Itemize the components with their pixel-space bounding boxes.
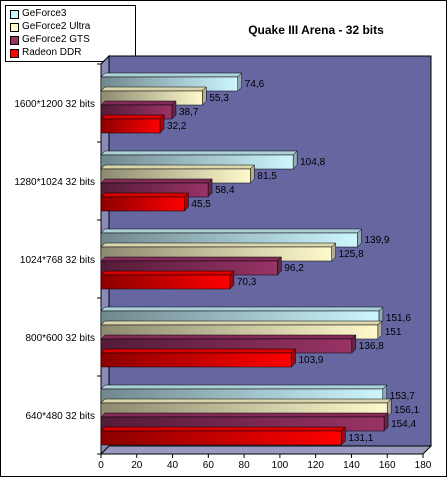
legend-label: GeForce2 GTS (22, 34, 90, 45)
data-label-geforce3-1280-1024-32-bits: 104,8 (300, 157, 325, 168)
legend-label: GeForce3 (22, 8, 67, 19)
plot-floor (99, 445, 433, 455)
bar-radeon-ddr-1600-1200-32-bits (100, 118, 161, 134)
x-tick-label-180: 180 (415, 460, 432, 471)
data-label-geforce2-ultra-800-600-32-bits: 151 (385, 327, 402, 338)
bar-top-geforce2-ultra-800-600-32-bits (100, 320, 383, 326)
data-label-radeon-ddr-800-600-32-bits: 103,9 (298, 355, 323, 366)
legend-item-geforce2-ultra: GeForce2 Ultra (10, 21, 134, 33)
bar-top-geforce2-ultra-640-480-32-bits (100, 398, 392, 404)
data-label-geforce3-800-600-32-bits: 151,6 (386, 313, 411, 324)
data-label-geforce2-ultra-640-480-32-bits: 156,1 (394, 405, 419, 416)
data-label-geforce2-gts-1280-1024-32-bits: 58,4 (215, 185, 235, 196)
data-label-geforce2-gts-1600-1200-32-bits: 38,7 (179, 107, 199, 118)
legend-item-geforce3: GeForce3 (10, 8, 134, 20)
data-label-geforce2-ultra-1024-768-32-bits: 125,8 (339, 249, 364, 260)
x-tick-label-40: 40 (167, 460, 179, 471)
bar-top-radeon-ddr-1280-1024-32-bits (100, 192, 190, 198)
bar-top-geforce2-gts-1280-1024-32-bits (100, 178, 213, 184)
data-label-geforce3-1024-768-32-bits: 139,9 (364, 235, 389, 246)
x-tick-label-0: 0 (98, 460, 104, 471)
bar-top-radeon-ddr-1024-768-32-bits (100, 270, 235, 276)
legend-item-geforce2-gts: GeForce2 GTS (10, 34, 134, 46)
category-label-640-480-32-bits: 640*480 32 bits (25, 411, 95, 422)
bar-top-geforce2-gts-1600-1200-32-bits (100, 100, 177, 106)
bar-top-geforce3-640-480-32-bits (100, 384, 388, 390)
x-tick-label-80: 80 (239, 460, 251, 471)
bar-top-geforce3-1024-768-32-bits (100, 228, 363, 234)
x-tick-label-20: 20 (131, 460, 143, 471)
bar-top-geforce2-ultra-1600-1200-32-bits (100, 86, 207, 92)
legend-label: Radeon DDR (22, 47, 82, 58)
legend-label: GeForce2 Ultra (22, 21, 91, 32)
bar-top-geforce2-gts-640-480-32-bits (100, 412, 389, 418)
data-label-geforce2-gts-1024-768-32-bits: 96,2 (284, 263, 304, 274)
data-label-geforce2-gts-640-480-32-bits: 154,4 (391, 419, 416, 430)
bar-radeon-ddr-640-480-32-bits (100, 430, 342, 446)
bar-top-geforce2-gts-1024-768-32-bits (100, 256, 282, 262)
data-label-radeon-ddr-1024-768-32-bits: 70,3 (237, 277, 257, 288)
x-tick-label-120: 120 (307, 460, 324, 471)
legend-swatch-geforce2-gts (10, 36, 19, 45)
category-label-1600-1200-32-bits: 1600*1200 32 bits (14, 99, 95, 110)
data-label-geforce2-ultra-1280-1024-32-bits: 81,5 (257, 171, 277, 182)
bar-radeon-ddr-1024-768-32-bits (100, 274, 231, 290)
category-label-1280-1024-32-bits: 1280*1024 32 bits (14, 177, 95, 188)
bar-radeon-ddr-800-600-32-bits (100, 352, 292, 368)
bar-top-radeon-ddr-1600-1200-32-bits (100, 114, 165, 120)
bar-top-geforce3-1600-1200-32-bits (100, 72, 243, 78)
data-label-radeon-ddr-1600-1200-32-bits: 32,2 (167, 121, 187, 132)
x-tick-label-100: 100 (272, 460, 289, 471)
bar-radeon-ddr-1280-1024-32-bits (100, 196, 185, 212)
data-label-radeon-ddr-1280-1024-32-bits: 45,5 (191, 199, 211, 210)
chart-legend: GeForce3 GeForce2 Ultra GeForce2 GTS Rad… (5, 5, 136, 62)
legend-swatch-radeon-ddr (10, 49, 19, 58)
x-tick-label-60: 60 (203, 460, 215, 471)
data-label-radeon-ddr-640-480-32-bits: 131,1 (348, 433, 373, 444)
category-label-1024-768-32-bits: 1024*768 32 bits (20, 255, 95, 266)
x-tick-label-140: 140 (343, 460, 360, 471)
chart-title: Quake III Arena - 32 bits (248, 23, 384, 37)
data-label-geforce3-640-480-32-bits: 153,7 (390, 391, 415, 402)
legend-swatch-geforce2-ultra (10, 23, 19, 32)
bar-top-geforce3-800-600-32-bits (100, 306, 384, 312)
data-label-geforce2-ultra-1600-1200-32-bits: 55,3 (209, 93, 229, 104)
legend-item-radeon-ddr: Radeon DDR (10, 47, 134, 59)
bar-top-geforce3-1280-1024-32-bits (100, 150, 298, 156)
bar-top-geforce2-gts-800-600-32-bits (100, 334, 357, 340)
data-label-geforce2-gts-800-600-32-bits: 136,8 (359, 341, 384, 352)
legend-swatch-geforce3 (10, 10, 19, 19)
category-label-800-600-32-bits: 800*600 32 bits (25, 333, 95, 344)
bar-top-geforce2-ultra-1024-768-32-bits (100, 242, 337, 248)
bar-top-radeon-ddr-800-600-32-bits (100, 348, 297, 354)
x-tick-label-160: 160 (379, 460, 396, 471)
data-label-geforce3-1600-1200-32-bits: 74,6 (245, 79, 265, 90)
bar-top-geforce2-ultra-1280-1024-32-bits (100, 164, 256, 170)
bar-top-radeon-ddr-640-480-32-bits (100, 426, 346, 432)
